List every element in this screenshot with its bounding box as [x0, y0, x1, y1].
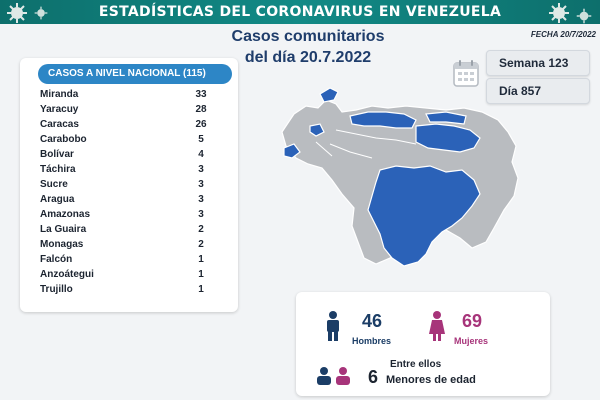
- header-title: ESTADÍSTICAS DEL CORONAVIRUS EN VENEZUEL…: [98, 4, 502, 20]
- state-name: Aragua: [40, 194, 75, 205]
- venezuela-map: [281, 87, 519, 267]
- table-row: Miranda 33: [40, 87, 216, 102]
- hombres-label: Hombres: [352, 336, 392, 346]
- map-highlight-trujillo: [309, 123, 325, 137]
- state-cases: 2: [198, 239, 204, 250]
- virus-icon: [7, 3, 27, 23]
- state-name: Anzoátegui: [40, 269, 94, 280]
- table-row: Amazonas 3: [40, 207, 216, 222]
- map-highlight-sucre: [425, 111, 467, 125]
- state-cases: 2: [198, 224, 204, 235]
- state-cases: 3: [198, 179, 204, 190]
- state-name: Falcón: [40, 254, 73, 265]
- table-row: Bolívar 4: [40, 147, 216, 162]
- state-name: Monagas: [40, 239, 84, 250]
- state-cases: 3: [198, 209, 204, 220]
- male-person-icon: [327, 311, 339, 341]
- female-person-icon: [429, 311, 445, 341]
- day-badge: Día 857: [486, 78, 590, 104]
- map-highlight-tachira: [283, 143, 301, 159]
- mujeres-count: 69: [462, 311, 483, 331]
- state-name: Amazonas: [40, 209, 91, 220]
- table-row: La Guaira 2: [40, 222, 216, 237]
- menores-count: 6: [368, 367, 379, 387]
- state-cases: 26: [195, 119, 207, 130]
- virus-icon: [549, 3, 569, 23]
- cases-table-card: [20, 58, 238, 312]
- report-date: FECHA 20/7/2022: [530, 30, 596, 39]
- state-name: Táchira: [40, 164, 76, 175]
- state-cases: 1: [198, 284, 204, 295]
- state-name: Trujillo: [40, 284, 73, 295]
- week-badge: Semana 123: [486, 50, 590, 76]
- table-row: Falcón 1: [40, 252, 216, 267]
- state-cases: 1: [198, 269, 204, 280]
- state-name: Sucre: [40, 179, 68, 190]
- table-row: Carabobo 5: [40, 132, 216, 147]
- map-region-borders: [315, 129, 417, 159]
- map-highlight-central-north: [349, 111, 417, 129]
- page-headline: Casos comunitarios del día 20.7.2022: [218, 26, 398, 68]
- table-row: Táchira 3: [40, 162, 216, 177]
- state-cases: 3: [198, 164, 204, 175]
- state-cases: 1: [198, 254, 204, 265]
- state-cases: 3: [198, 194, 204, 205]
- state-cases: 4: [198, 149, 204, 160]
- children-icon: [317, 367, 350, 385]
- headline-line-1: Casos comunitarios: [231, 28, 385, 45]
- table-row: Anzoátegui 1: [40, 267, 216, 282]
- state-name: Caracas: [40, 119, 79, 130]
- state-name: Carabobo: [40, 134, 87, 145]
- table-row: Monagas 2: [40, 237, 216, 252]
- table-row: Aragua 3: [40, 192, 216, 207]
- menores-label: Menores de edad: [386, 374, 476, 386]
- state-cases: 5: [198, 134, 204, 145]
- table-row: Sucre 3: [40, 177, 216, 192]
- virus-icon: [34, 6, 48, 20]
- state-name: La Guaira: [40, 224, 87, 235]
- entre-ellos-label: Entre ellos: [390, 359, 442, 370]
- map-highlight-bolivar-amazonas: [367, 165, 481, 267]
- hombres-count: 46: [362, 311, 383, 331]
- table-row: Caracas 26: [40, 117, 216, 132]
- virus-icon: [576, 8, 592, 24]
- map-highlight-northeast: [415, 123, 481, 153]
- state-name: Bolívar: [40, 149, 74, 160]
- table-row: Yaracuy 28: [40, 102, 216, 117]
- calendar-icon: [453, 60, 479, 87]
- table-row: Trujillo 1: [40, 282, 216, 297]
- cases-table-header: CASOS A NIVEL NACIONAL (115): [38, 64, 232, 84]
- headline-line-2: del día 20.7.2022: [244, 49, 372, 66]
- state-cases: 33: [195, 89, 207, 100]
- state-name: Yaracuy: [40, 104, 79, 115]
- header-banner: [0, 0, 600, 24]
- mujeres-label: Mujeres: [454, 336, 489, 346]
- map-highlight-falcon: [319, 87, 339, 103]
- state-cases: 28: [195, 104, 207, 115]
- cases-table: Miranda 33 Yaracuy 28 Caracas 26 Carabobo 5 …: [40, 87, 216, 297]
- state-name: Miranda: [40, 89, 79, 100]
